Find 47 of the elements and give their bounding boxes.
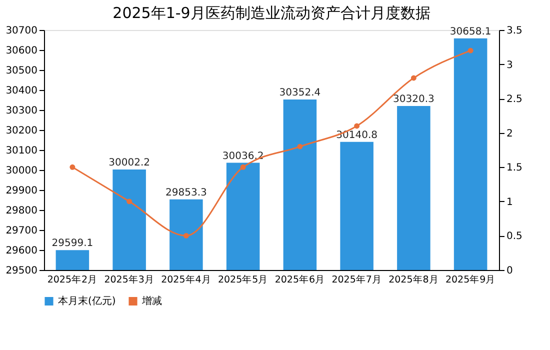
x-tick-label: 2025年5月: [218, 274, 268, 286]
y2-tick-label: 2.5: [506, 94, 522, 106]
y-tick-label: 29500: [6, 266, 38, 276]
y2-tick-label: 0.5: [506, 231, 522, 242]
y2-tick-label: 2: [506, 128, 513, 140]
y2-tick-label: 1.5: [506, 162, 522, 174]
point: [297, 144, 303, 150]
point: [354, 123, 360, 129]
y-tick-label: 30200: [6, 126, 38, 136]
y-tick-label: 29600: [6, 246, 38, 256]
point: [468, 48, 474, 54]
data-label: 30002.2: [108, 158, 150, 169]
y-tick-label: 29700: [6, 226, 38, 236]
y2-tick-label: 0: [506, 266, 513, 276]
point: [70, 164, 76, 170]
y-tick-label: 30300: [6, 106, 38, 116]
y-tick-label: 30700: [6, 26, 38, 36]
point: [183, 232, 189, 238]
x-tick-label: 2025年2月: [47, 274, 98, 286]
x-tick-label: 2025年4月: [161, 274, 212, 286]
y-tick-label: 30500: [6, 66, 38, 76]
y-tick-label: 29900: [6, 186, 38, 196]
y-tick-label: 30400: [6, 86, 38, 96]
point: [410, 75, 416, 81]
legend-label: 本月末(亿元): [58, 295, 116, 308]
x-tick-label: 2025年8月: [388, 274, 439, 286]
y-tick-label: 30600: [6, 46, 38, 56]
data-label: 30352.4: [279, 88, 321, 99]
point: [126, 198, 132, 204]
point: [240, 164, 246, 170]
y-tick-label: 29800: [6, 206, 38, 216]
chart-title: 2025年1-9月医药制造业流动资产合计月度数据: [112, 4, 430, 22]
x-tick-label: 2025年3月: [104, 274, 154, 286]
data-label: 30036.2: [222, 150, 264, 162]
data-label: 30658.1: [450, 26, 492, 38]
data-label: 30320.3: [393, 94, 434, 105]
y2-tick-label: 3.5: [506, 26, 522, 36]
data-label: 29853.3: [166, 187, 207, 198]
y-tick-label: 30000: [6, 166, 38, 176]
x-tick-label: 2025年6月: [274, 274, 326, 286]
legend-label: 增减: [141, 295, 162, 308]
x-tick-label: 2025年7月: [332, 274, 382, 286]
x-tick-label: 2025年9月: [445, 274, 496, 286]
data-label: 29599.1: [52, 238, 94, 250]
y-tick-label: 30100: [6, 146, 38, 156]
y2-tick-label: 3: [506, 60, 513, 71]
y2-tick-label: 1: [506, 196, 513, 208]
